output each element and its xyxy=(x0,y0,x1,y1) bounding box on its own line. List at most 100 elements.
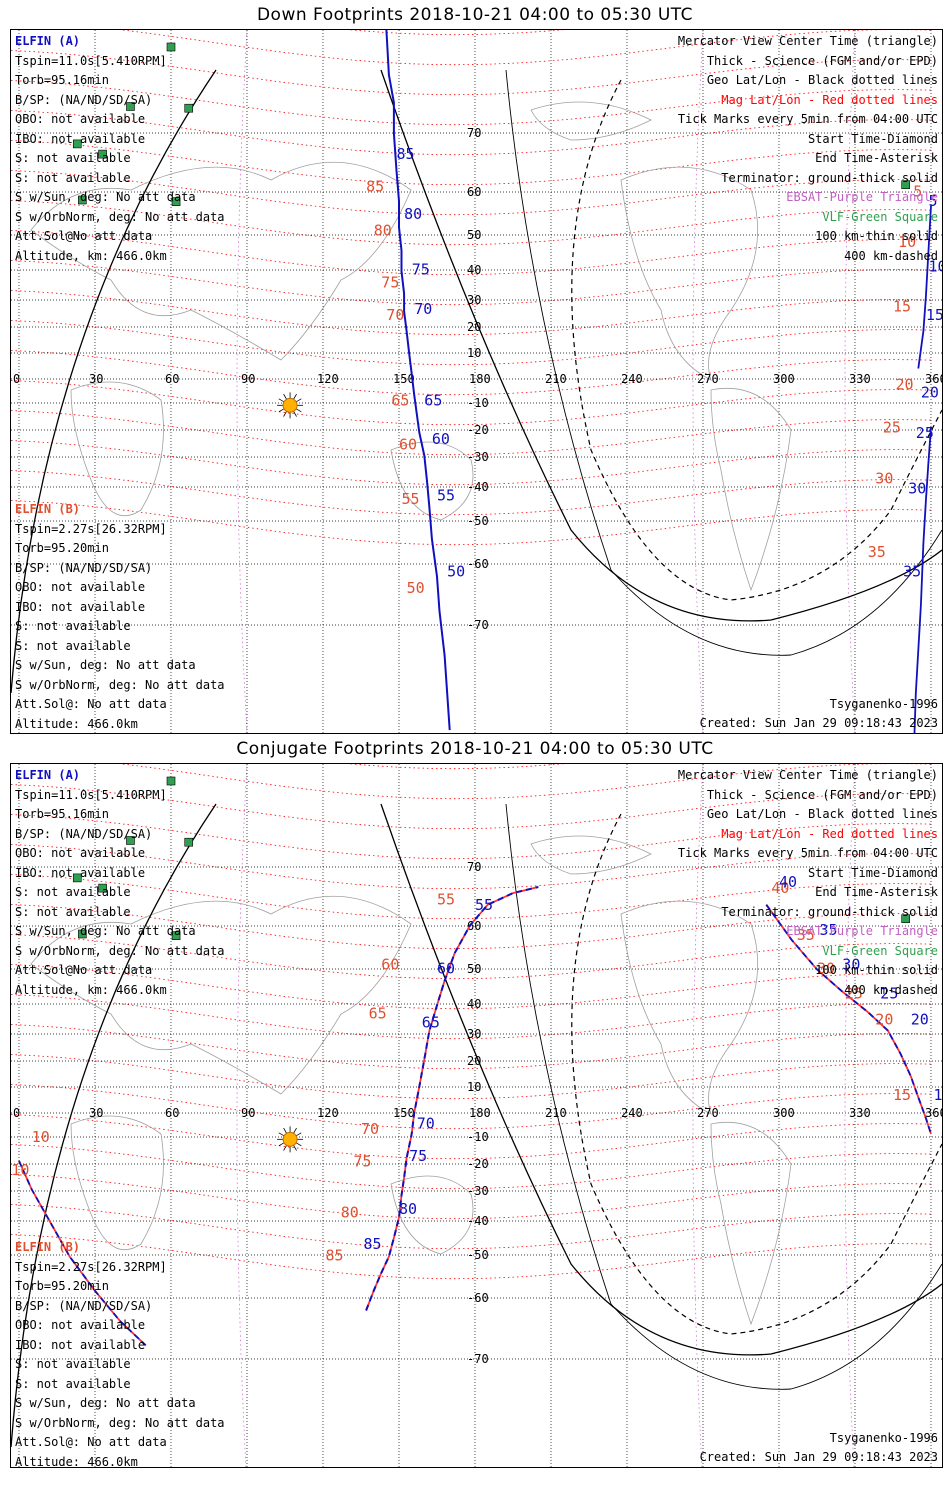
legend-line: 100 km-thin solid xyxy=(815,963,938,977)
mag-lat-line xyxy=(11,1024,932,1070)
coastlines xyxy=(30,835,792,1326)
tick-label: 30 xyxy=(908,479,926,497)
track-elfin-a-segment xyxy=(18,1160,147,1346)
info-line: S: not available xyxy=(15,638,131,653)
lon-tick-label: 360 xyxy=(925,1106,942,1120)
tick-label: 75 xyxy=(409,1147,427,1165)
mag-lat-line xyxy=(11,200,932,246)
tick-label: 75 xyxy=(381,273,399,291)
info-line: Torb=95.16min xyxy=(15,73,109,87)
tick-label: 25 xyxy=(880,985,898,1003)
tick-label: 15 xyxy=(934,1086,943,1104)
lat-tick-label: 20 xyxy=(467,1054,481,1068)
model-label: Tsyganenko-1996 xyxy=(829,1431,938,1445)
lon-tick-label: 150 xyxy=(393,372,415,386)
lon-tick-label: 360 xyxy=(925,372,942,386)
info-line: S w/Sun, deg: No att data xyxy=(15,658,196,672)
coastline xyxy=(390,1175,474,1255)
info-line: S w/Sun, deg: No att data xyxy=(15,190,196,204)
legend-line: Geo Lat/Lon - Black dotted lines xyxy=(706,73,938,87)
info-line: S: not available xyxy=(15,904,131,919)
vlf-square xyxy=(166,776,176,786)
tick-label: 35 xyxy=(820,921,838,939)
info-line: Att.Sol@: No att data xyxy=(15,697,167,711)
mag-lat-line xyxy=(11,170,932,216)
lat-tick-label: 10 xyxy=(467,1080,481,1094)
sun-ray xyxy=(278,398,285,403)
vlf-square xyxy=(171,197,181,206)
lon-tick-label: 0 xyxy=(13,372,20,386)
legend: Mercator View Center Time (triangle) Thic… xyxy=(678,32,938,266)
vlf-sites xyxy=(72,776,910,940)
vlf-square xyxy=(78,929,87,939)
sun-ray xyxy=(283,411,287,417)
info-line: S: not available xyxy=(15,1376,131,1391)
sun-ray xyxy=(283,1145,287,1151)
coastline xyxy=(530,101,652,141)
legend-line: End Time-Asterisk xyxy=(815,151,938,165)
mag-lat-line xyxy=(11,964,932,1010)
terminator-100km xyxy=(505,803,942,1390)
legend-line: 100 km-thin solid xyxy=(815,229,938,243)
coastline xyxy=(620,900,759,1115)
tick-label: 50 xyxy=(447,563,465,581)
mag-lat-line xyxy=(11,1174,932,1220)
info-line: Tspin=11.0s[5.410RPM] xyxy=(15,53,167,68)
legend-line: 400 km-dashed xyxy=(844,248,938,263)
tick-label: 75 xyxy=(353,1153,371,1171)
vlf-square xyxy=(184,837,194,847)
info-line: Altitude, km: 466.0km xyxy=(15,982,167,997)
info-line: OBO: not available xyxy=(15,1318,146,1332)
lon-tick-label: 90 xyxy=(241,1106,255,1120)
lat-tick-label: -50 xyxy=(467,1248,489,1262)
tick-label: 10 xyxy=(32,1128,50,1146)
tick-label: 55 xyxy=(437,891,455,909)
satellite-name: ELFIN (A) xyxy=(15,34,81,48)
elfin-b-info: ELFIN (B) Tspin=2.27s[26.32RPM] Torb=95.20… xyxy=(15,1238,225,1468)
created-timestamp: Created: Sun Jan 29 09:18:43 2023 xyxy=(699,716,938,730)
info-line: Altitude: 466.0km xyxy=(15,1454,138,1468)
info-line: S: not available xyxy=(15,151,131,165)
sun-ray xyxy=(295,408,302,413)
lat-tick-label: -50 xyxy=(467,514,489,528)
info-line: Tspin=2.27s[26.32RPM] xyxy=(15,1259,167,1274)
lon-tick-label: 330 xyxy=(849,372,871,386)
legend-line: End Time-Asterisk xyxy=(815,885,938,899)
sun-ray xyxy=(278,1142,285,1147)
tick-label: 35 xyxy=(903,563,921,581)
vlf-square xyxy=(126,102,135,111)
mag-lat-line xyxy=(11,1084,932,1130)
info-line: Torb=95.20min xyxy=(15,1279,109,1293)
lon-tick-label: 210 xyxy=(545,372,567,386)
tick-label: 30 xyxy=(842,955,860,973)
lat-tick-label: -70 xyxy=(467,1352,489,1366)
down-footprints-map: 0306090120150180210240270300330360706050… xyxy=(10,29,943,734)
vlf-square xyxy=(72,873,82,883)
lat-tick-label: 50 xyxy=(467,962,481,976)
tick-label: 10 xyxy=(898,233,916,251)
coastline xyxy=(70,1115,164,1250)
lat-tick-label: 40 xyxy=(467,263,481,277)
tick-label: 60 xyxy=(437,959,455,977)
mag-lat-line xyxy=(11,290,932,336)
track-elfin-a xyxy=(385,30,451,731)
coastline xyxy=(30,895,412,1095)
info-line: Altitude, km: 466.0km xyxy=(15,248,167,263)
sun-ray xyxy=(295,1142,302,1147)
sun-ray xyxy=(283,393,287,400)
lat-tick-label: 10 xyxy=(467,346,481,360)
info-line: S w/Sun, deg: No att data xyxy=(15,924,196,938)
mag-lat-line xyxy=(11,320,932,366)
info-line: B/SP: (NA/ND/SD/SA) xyxy=(15,826,153,841)
lat-tick-label: -30 xyxy=(467,450,489,464)
info-line: OBO: not available xyxy=(15,580,146,594)
sun-disc xyxy=(282,1131,298,1147)
lat-tick-label: 50 xyxy=(467,228,481,242)
legend-line: Mag Lat/Lon - Red dotted lines xyxy=(721,92,938,107)
legend-line: Start Time-Diamond xyxy=(807,865,938,880)
lat-tick-label: -40 xyxy=(467,480,489,494)
sun-ray xyxy=(293,1145,297,1151)
mag-lat-line xyxy=(11,260,932,306)
terminator-ground xyxy=(380,69,942,622)
elfin-b-tick-labels: 85 80 75 70 65 60 55 50 5 10 15 20 25 30 35 40 xyxy=(366,178,922,733)
